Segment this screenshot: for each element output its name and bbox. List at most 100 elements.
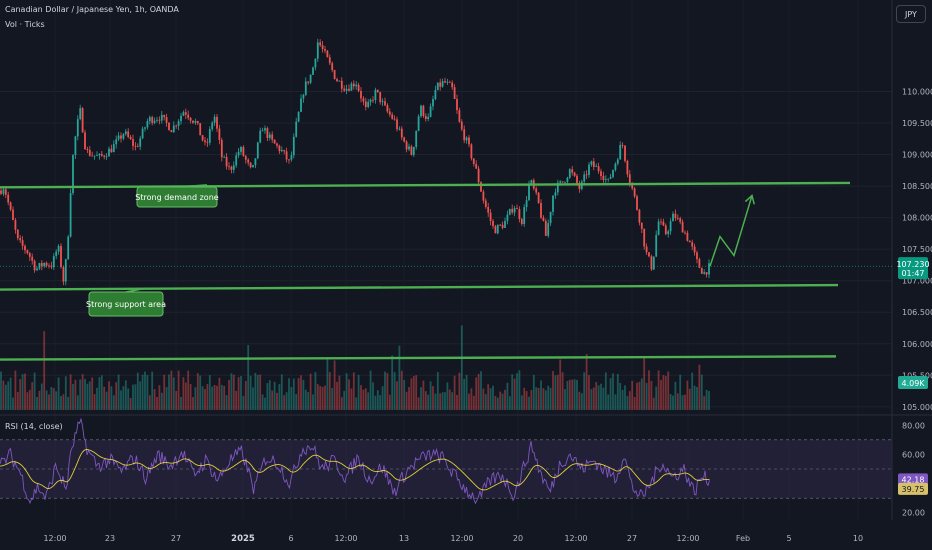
volume-bar xyxy=(391,355,394,410)
candle-body xyxy=(520,219,523,225)
volume-bar xyxy=(14,370,17,410)
candle-body xyxy=(400,128,403,138)
volume-bar xyxy=(379,395,382,410)
volume-bar xyxy=(84,378,86,410)
candle-body xyxy=(463,129,466,141)
volume-bar xyxy=(98,377,101,410)
price-tick-label: 106.500 xyxy=(902,308,932,317)
volume-bar xyxy=(268,380,271,410)
volume-bar xyxy=(182,377,185,410)
candle-body xyxy=(304,81,307,95)
candle-body xyxy=(232,165,235,170)
volume-bar xyxy=(679,374,682,410)
candle-body xyxy=(52,256,55,268)
volume-bar xyxy=(585,354,588,410)
volume-bar xyxy=(400,370,403,410)
candle-body xyxy=(297,111,300,122)
volume-bar xyxy=(408,387,410,410)
candle-body xyxy=(386,105,389,112)
volume-bar xyxy=(660,379,662,410)
candle-body xyxy=(369,99,372,103)
candle-body xyxy=(458,110,461,122)
candle-body xyxy=(525,200,528,208)
volume-bar xyxy=(470,388,473,410)
price-tick-label: 110.000 xyxy=(902,87,932,96)
candle-body xyxy=(348,88,350,91)
volume-bar xyxy=(297,378,300,410)
candle-body xyxy=(362,98,365,102)
volume-bar xyxy=(86,383,89,410)
volume-bar xyxy=(403,379,406,410)
candle-body xyxy=(57,245,60,252)
trendline xyxy=(0,283,839,291)
candle-body xyxy=(72,154,74,194)
volume-bar xyxy=(643,357,646,410)
candle-body xyxy=(170,130,173,133)
volume-bar xyxy=(616,373,619,410)
volume-bar xyxy=(328,372,331,410)
candle-body xyxy=(24,245,26,251)
volume-bar xyxy=(427,394,430,410)
volume-bar xyxy=(216,385,218,410)
volume-bar xyxy=(146,375,149,410)
candle-body xyxy=(451,82,454,88)
volume-bar xyxy=(177,370,180,410)
candle-body xyxy=(379,91,382,103)
volume-bar xyxy=(69,374,72,410)
candle-body xyxy=(511,208,514,213)
candle-body xyxy=(165,117,168,123)
volume-bar xyxy=(472,395,475,410)
volume-bar xyxy=(369,370,372,410)
candle-body xyxy=(681,221,684,233)
candle-body xyxy=(523,207,526,225)
candle-body xyxy=(300,98,302,112)
volume-bar xyxy=(559,359,562,410)
candle-body xyxy=(540,203,542,218)
candle-body xyxy=(129,136,132,140)
rsi-tick-label: 80.00 xyxy=(902,421,925,430)
volume-bar xyxy=(136,372,139,410)
candle-body xyxy=(504,220,506,228)
candle-body xyxy=(120,135,122,139)
candle-body xyxy=(256,142,259,159)
volume-bar xyxy=(388,394,391,410)
candle-body xyxy=(535,188,538,193)
candle-body xyxy=(172,125,175,133)
volume-bar xyxy=(180,396,182,410)
volume-bar xyxy=(331,387,334,410)
volume-bar xyxy=(580,393,583,410)
currency-button[interactable]: JPY xyxy=(896,5,926,23)
candle-body xyxy=(499,224,502,226)
time-tick-label: Feb xyxy=(736,534,750,543)
volume-bar xyxy=(614,394,617,410)
candle-body xyxy=(396,119,398,130)
volume-bar xyxy=(316,384,319,410)
callout-label: Strong support area xyxy=(86,300,166,309)
rsi-title: RSI (14, close) xyxy=(5,422,63,431)
time-tick-label: 5 xyxy=(786,534,791,543)
candle-body xyxy=(388,111,391,115)
candle-body xyxy=(684,232,686,234)
candle-body xyxy=(319,42,322,46)
volume-bar xyxy=(237,377,240,410)
volume-bar xyxy=(240,375,242,410)
volume-bar xyxy=(672,395,674,410)
candle-body xyxy=(357,84,360,91)
volume-bar xyxy=(153,389,156,410)
time-tick-label: 12:00 xyxy=(676,534,699,543)
candle-body xyxy=(307,81,310,83)
volume-bar xyxy=(513,378,516,410)
volume-bar xyxy=(60,396,62,410)
volume-bar xyxy=(412,376,415,410)
volume-bars xyxy=(0,325,710,410)
candle-body xyxy=(254,158,257,166)
time-tick-label: 2025 xyxy=(231,534,255,544)
candle-body xyxy=(604,179,607,180)
volume-bar xyxy=(16,391,19,410)
candle-body xyxy=(204,140,206,142)
trendline xyxy=(0,355,837,361)
candle-body xyxy=(43,262,46,267)
candle-body xyxy=(477,168,480,183)
candle-body xyxy=(573,172,576,176)
